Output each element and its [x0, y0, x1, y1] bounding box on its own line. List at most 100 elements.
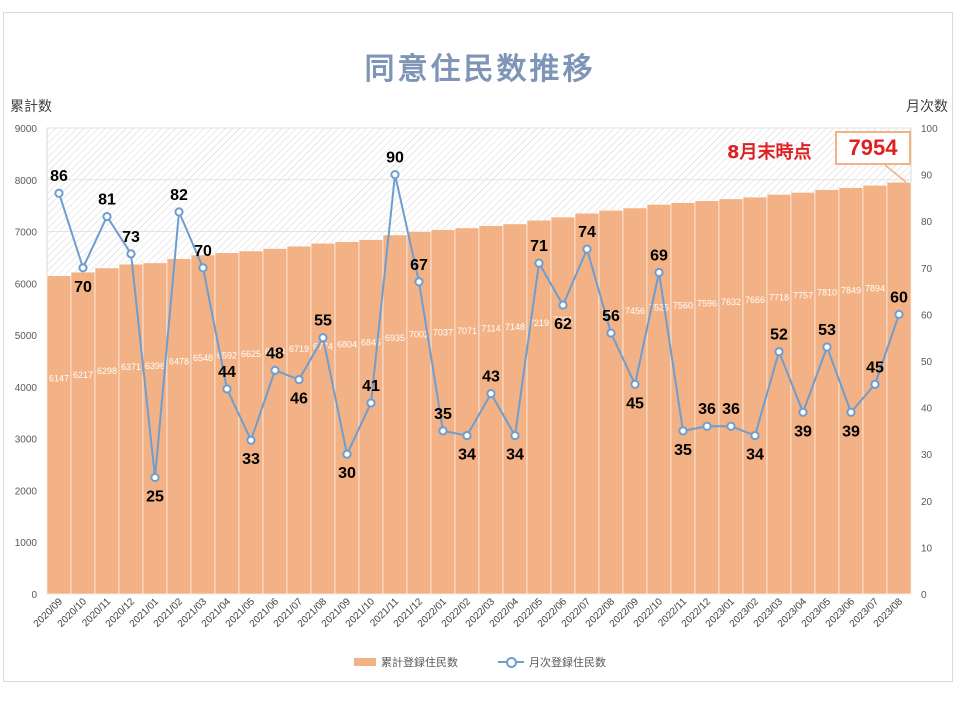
bar [670, 202, 696, 595]
line-point [654, 267, 664, 278]
line-point [606, 328, 616, 338]
point-value-label: 34 [506, 447, 524, 464]
line-point [822, 342, 832, 352]
line-point [390, 170, 400, 180]
x-axis-ticks: 2020/092020/102020/112020/122021/012021/… [32, 596, 906, 630]
line-point [438, 426, 448, 436]
bar [886, 181, 912, 595]
right-axis-title: 月次数 [906, 99, 948, 115]
bar [718, 198, 744, 595]
bar-value-label: 6935 [385, 333, 405, 343]
line-point [318, 333, 328, 343]
point-value-label: 60 [890, 289, 908, 306]
line-point [414, 277, 424, 287]
y-tick-label: 3000 [15, 435, 38, 446]
y2-tick-label: 80 [921, 217, 933, 228]
y-tick-label: 8000 [15, 176, 38, 187]
point-value-label: 53 [818, 322, 836, 339]
point-value-label: 34 [746, 447, 764, 464]
bar-value-label: 7219 [529, 318, 549, 328]
line-point [54, 188, 64, 198]
line-point [726, 421, 736, 431]
bar [70, 271, 96, 595]
point-value-label: 33 [242, 451, 260, 468]
bar [262, 248, 288, 595]
bar-value-label: 7002 [409, 329, 429, 339]
line-point [486, 389, 496, 399]
bar [166, 258, 192, 595]
bar-value-label: 7148 [505, 322, 525, 332]
y-tick-label: 4000 [15, 383, 38, 394]
bar [118, 263, 144, 595]
bar-value-label: 6147 [49, 374, 69, 384]
legend-line-swatch [498, 656, 524, 668]
bar-value-label: 7849 [841, 286, 861, 296]
bar-value-label: 6625 [241, 349, 261, 359]
chart-title: 同意住民数推移 [364, 52, 596, 87]
bar-value-label: 6774 [313, 341, 333, 351]
line-point [534, 258, 544, 268]
bar-value-label: 7037 [433, 328, 453, 338]
point-value-label: 34 [458, 447, 476, 464]
y-tick-label: 9000 [15, 124, 38, 135]
bar-value-label: 7894 [865, 283, 885, 293]
y2-tick-label: 90 [921, 171, 933, 182]
bar [550, 216, 576, 595]
point-value-label: 70 [74, 279, 92, 296]
line-point [366, 398, 376, 408]
y-tick-label: 1000 [15, 538, 38, 549]
line-point [270, 365, 280, 375]
line-point [294, 375, 304, 385]
bar [862, 184, 888, 595]
line-point [342, 449, 352, 459]
line-point [462, 430, 472, 441]
bar-value-label: 7596 [697, 299, 717, 309]
point-value-label: 73 [122, 229, 140, 246]
point-value-label: 36 [698, 401, 716, 418]
bar [214, 252, 240, 595]
y-tick-label: 5000 [15, 331, 38, 342]
point-value-label: 55 [314, 313, 332, 330]
bar-value-label: 6396 [145, 361, 165, 371]
line-point [846, 407, 856, 417]
bar-value-label: 6719 [289, 344, 309, 354]
bar-value-label: 6673 [265, 346, 285, 356]
point-value-label: 69 [650, 247, 668, 264]
bar-value-label: 7281 [553, 315, 573, 325]
line-point [510, 430, 520, 441]
line-point [78, 263, 88, 273]
bar-value-label: 6298 [97, 366, 117, 376]
bar-value-label: 7114 [481, 324, 500, 334]
left-axis-ticks: 0 1000 2000 3000 4000 5000 6000 7000 8000 9000 [15, 124, 38, 601]
bar-value-label: 6548 [193, 353, 213, 363]
bar-value-label: 7560 [673, 301, 693, 311]
point-labels: 86 70 81 73 25 82 70 44 33 48 46 55 30 41 90 67 35 34 43 34… [50, 150, 908, 506]
line-point [870, 379, 880, 389]
point-value-label: 25 [146, 489, 164, 506]
line-point [894, 309, 904, 319]
legend-bar-swatch [354, 658, 376, 666]
point-value-label: 90 [386, 150, 404, 167]
left-axis-title: 累計数 [10, 99, 52, 115]
y-tick-label: 6000 [15, 279, 38, 290]
point-value-label: 71 [530, 238, 548, 255]
point-value-label: 45 [626, 395, 644, 412]
bar [526, 219, 552, 595]
y2-tick-label: 60 [921, 310, 933, 321]
point-value-label: 44 [218, 364, 236, 381]
bar-value-label: 7525 [649, 302, 669, 312]
line-point [222, 384, 232, 394]
annotation-value: 7954 [835, 131, 911, 165]
line-point [750, 430, 760, 441]
point-value-label: 62 [554, 316, 572, 333]
y-tick-label: 2000 [15, 486, 38, 497]
point-value-label: 39 [842, 423, 860, 440]
bar-value-label: 6371 [121, 362, 141, 372]
bar [142, 262, 168, 595]
line-point [630, 379, 640, 389]
y-tick-label: 0 [31, 590, 37, 601]
bar [478, 225, 504, 595]
bar-value-label: 7666 [745, 295, 765, 305]
y2-tick-label: 10 [921, 543, 933, 554]
